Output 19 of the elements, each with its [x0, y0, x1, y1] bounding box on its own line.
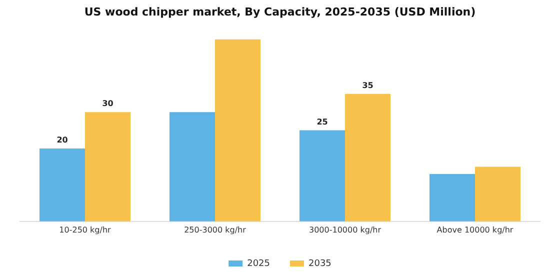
bar	[300, 130, 345, 222]
legend-label: 2035	[308, 258, 332, 269]
bar	[85, 112, 130, 222]
bar	[345, 94, 390, 222]
data-label: 30	[102, 99, 114, 108]
data-label: 25	[316, 117, 328, 126]
bar	[430, 174, 475, 222]
x-tick-label: 250-3000 kg/hr	[184, 225, 247, 234]
data-label: 35	[362, 80, 374, 90]
bar	[40, 148, 85, 222]
bar	[170, 112, 215, 222]
x-tick-label: 10-250 kg/hr	[59, 225, 112, 234]
data-label: 20	[56, 136, 68, 145]
bar	[215, 39, 260, 222]
x-tick-label: 3000-10000 kg/hr	[308, 225, 382, 234]
legend-label: 2025	[247, 258, 270, 269]
bar	[475, 166, 520, 222]
chart-title: US wood chipper market, By Capacity, 2025-2035 (USD Million)	[84, 5, 476, 18]
x-tick-label: Above 10000 kg/hr	[436, 225, 514, 234]
